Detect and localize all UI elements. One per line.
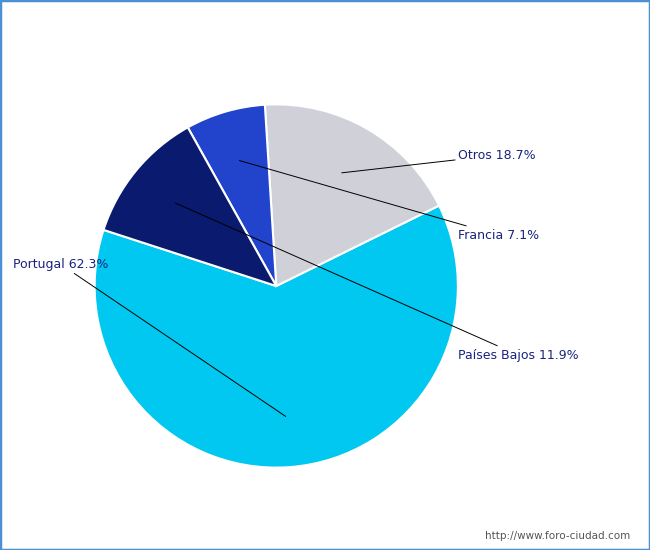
Wedge shape — [265, 104, 439, 286]
Wedge shape — [188, 104, 276, 286]
Text: Alconchel - Turistas extranjeros según país - Octubre de 2024: Alconchel - Turistas extranjeros según p… — [78, 18, 572, 34]
Text: Francia 7.1%: Francia 7.1% — [239, 161, 539, 241]
Text: Otros 18.7%: Otros 18.7% — [342, 148, 536, 173]
Text: Portugal 62.3%: Portugal 62.3% — [13, 258, 286, 416]
Wedge shape — [103, 128, 276, 286]
Wedge shape — [95, 206, 458, 468]
Text: Países Bajos 11.9%: Países Bajos 11.9% — [176, 203, 578, 361]
Text: http://www.foro-ciudad.com: http://www.foro-ciudad.com — [486, 531, 630, 541]
